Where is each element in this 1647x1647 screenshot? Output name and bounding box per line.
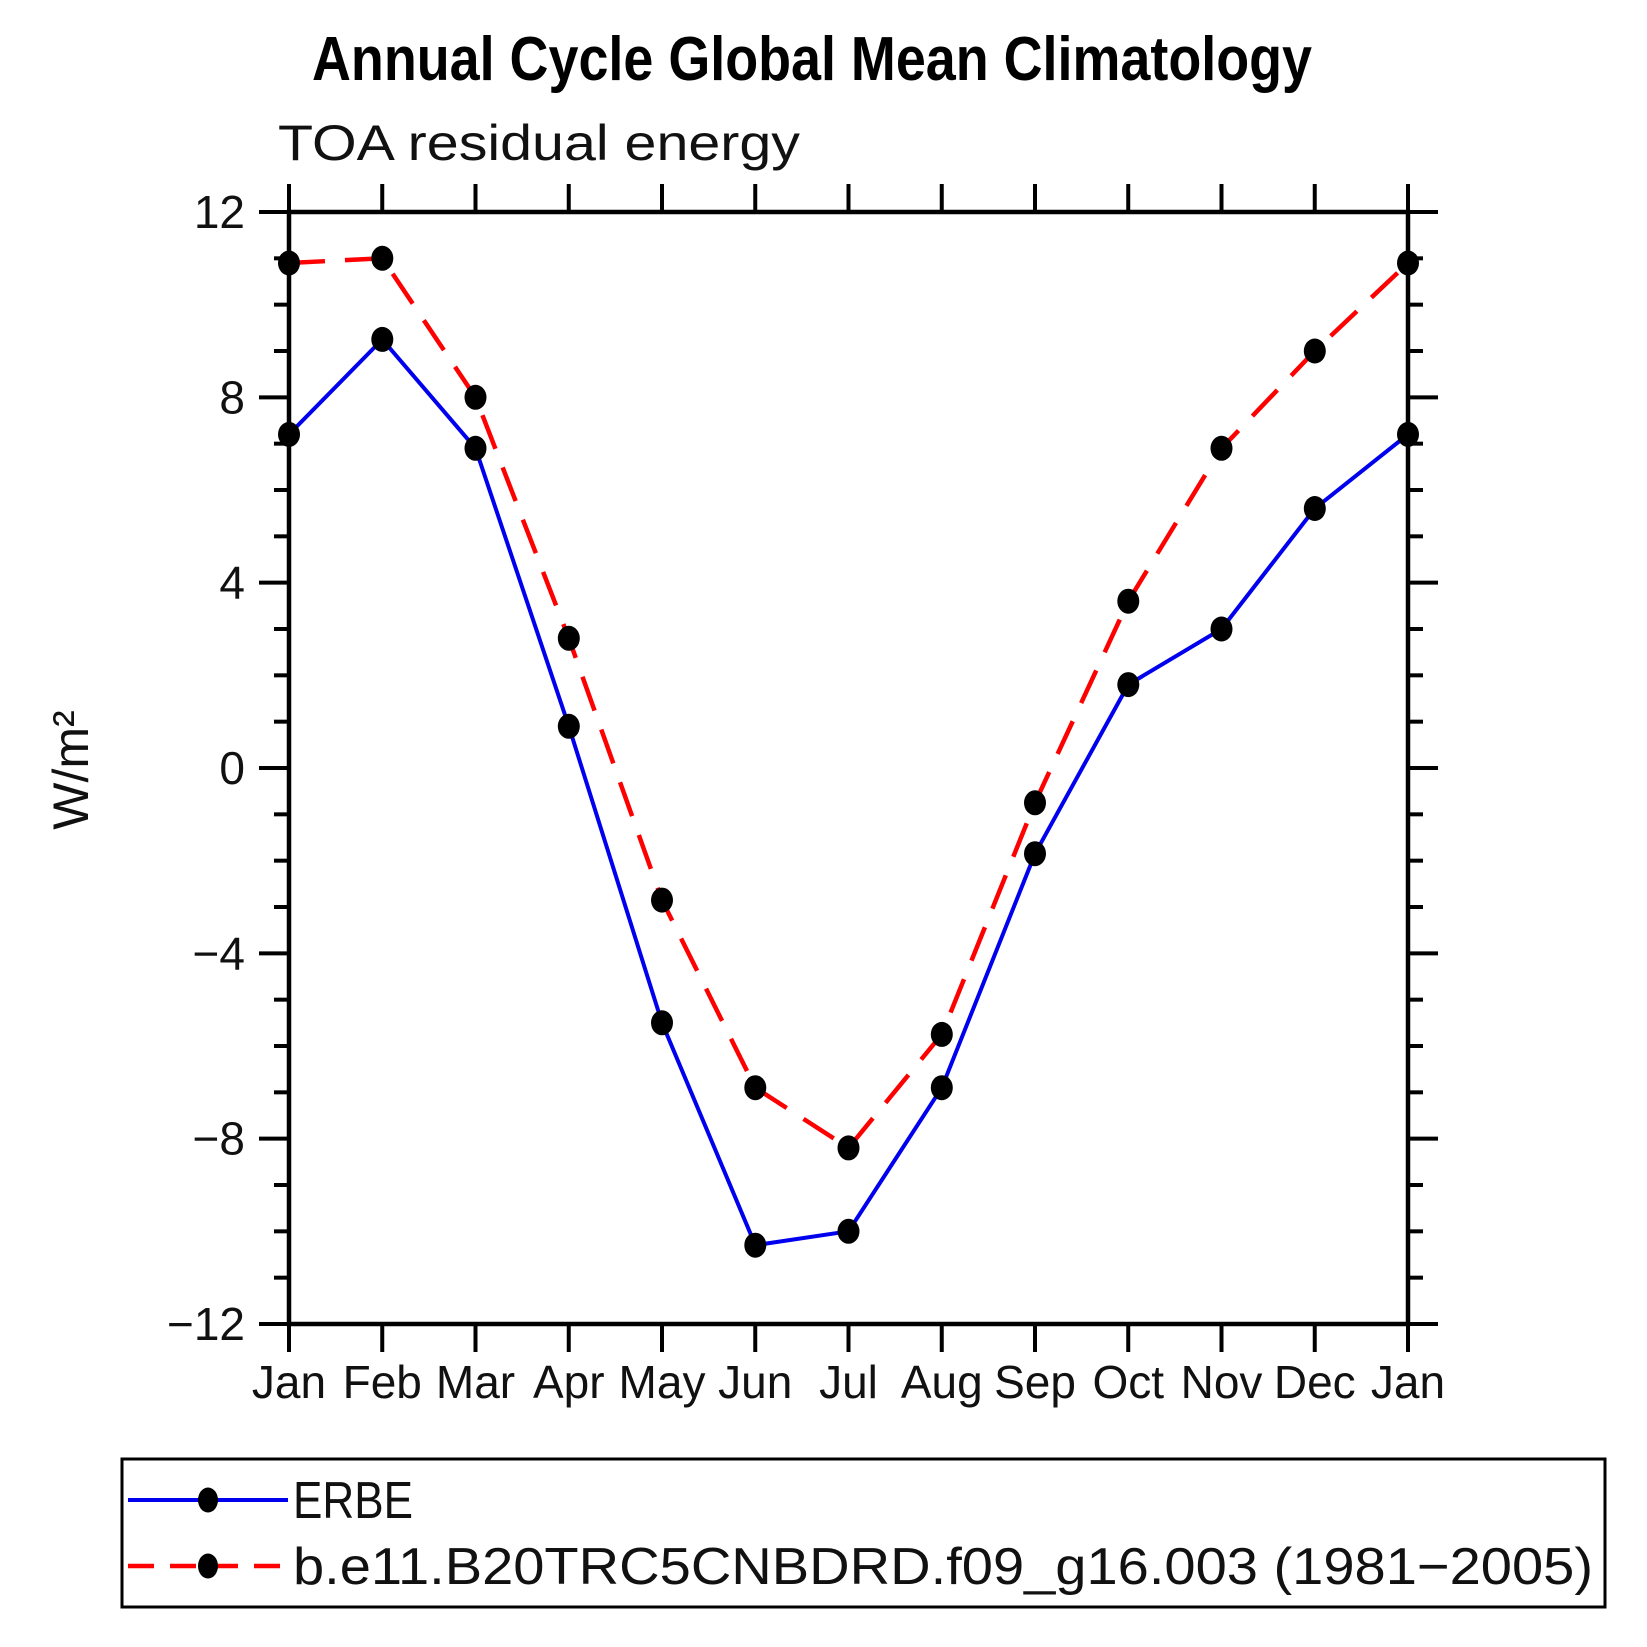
marker-erbe-Mar: [464, 435, 487, 461]
x-tick-label-2-Mar: Mar: [436, 1356, 515, 1408]
marker-model-Jan: [1397, 250, 1419, 276]
x-tick-label-12-Jan: Jan: [1371, 1356, 1445, 1408]
legend-entry-erbe: ERBE: [128, 1472, 413, 1530]
marker-erbe-Jun: [744, 1232, 767, 1258]
series-line-erbe: [287, 336, 1410, 1248]
y-tick-label-12: 12: [194, 186, 245, 238]
marker-erbe-Jan: [278, 421, 300, 447]
x-tick-label-1-Feb: Feb: [343, 1356, 422, 1408]
marker-model-Nov: [1210, 435, 1233, 461]
marker-erbe-Feb: [371, 326, 394, 352]
y-tick-label-4: 4: [219, 557, 245, 609]
x-tick-label-8-Sep: Sep: [994, 1356, 1076, 1408]
x-tick-label-7-Aug: Aug: [901, 1356, 983, 1408]
marker-model-Feb: [371, 245, 394, 271]
marker-erbe-Nov: [1210, 616, 1233, 642]
legend-box: [120, 1457, 1607, 1609]
legend-marker-erbe: [198, 1487, 218, 1513]
plot-series: [278, 245, 1419, 1258]
marker-model-Jul: [837, 1135, 860, 1161]
x-tick-label-10-Nov: Nov: [1181, 1356, 1263, 1408]
legend-marker-model: [198, 1553, 218, 1579]
marker-model-Jun: [744, 1075, 767, 1101]
marker-model-Apr: [557, 625, 580, 651]
y-axis-label: W/m²: [43, 710, 99, 829]
x-tick-label-0-Jan: Jan: [252, 1356, 326, 1408]
x-tick-label-4-May: May: [619, 1356, 706, 1408]
marker-model-Oct: [1117, 588, 1140, 614]
y-tick-label--12: −12: [167, 1298, 245, 1350]
marker-model-Mar: [464, 384, 487, 410]
marker-model-May: [651, 887, 673, 913]
marker-erbe-Sep: [1024, 841, 1046, 867]
marker-model-Aug: [930, 1021, 953, 1047]
marker-model-Sep: [1024, 790, 1046, 816]
y-tick-label-8: 8: [219, 371, 245, 423]
series-line-model: [288, 255, 1410, 1151]
chart-title: Annual Cycle Global Mean Climatology: [312, 25, 1312, 94]
marker-erbe-Jul: [837, 1218, 860, 1244]
x-tick-label-3-Apr: Apr: [533, 1356, 605, 1408]
y-tick-label-0: 0: [219, 742, 245, 794]
x-tick-label-5-Jun: Jun: [718, 1356, 792, 1408]
marker-erbe-Jan: [1397, 421, 1419, 447]
y-tick-label--8: −8: [193, 1113, 245, 1165]
y-axis-ticks: −12 −8 −4 0 4 8 12: [167, 186, 1438, 1350]
marker-model-Dec: [1303, 338, 1326, 364]
marker-model-Jan: [278, 250, 300, 276]
x-axis-ticks: Jan Feb Mar Apr May Jun Jul Aug Sep Oct Nov Dec Jan: [252, 184, 1445, 1408]
marker-erbe-May: [651, 1010, 673, 1036]
legend: ERBE b.e11.B20TRC5CNBDRD.f09_g16.003 (19…: [120, 1457, 1607, 1609]
y-tick-label--4: −4: [193, 927, 245, 979]
x-tick-label-6-Jul: Jul: [819, 1356, 878, 1408]
x-tick-label-11-Dec: Dec: [1274, 1356, 1356, 1408]
marker-erbe-Aug: [930, 1075, 953, 1101]
marker-erbe-Oct: [1117, 672, 1140, 698]
legend-entry-model: b.e11.B20TRC5CNBDRD.f09_g16.003 (1981−20…: [128, 1538, 1593, 1596]
series-erbe: [278, 326, 1419, 1258]
x-tick-label-9-Oct: Oct: [1092, 1356, 1164, 1408]
marker-erbe-Dec: [1303, 496, 1326, 521]
legend-label-model: b.e11.B20TRC5CNBDRD.f09_g16.003 (1981−20…: [293, 1538, 1593, 1596]
series-model: [278, 245, 1419, 1161]
legend-label-erbe: ERBE: [293, 1472, 413, 1530]
marker-erbe-Apr: [557, 713, 580, 739]
chart-subtitle: TOA residual energy: [278, 115, 800, 171]
